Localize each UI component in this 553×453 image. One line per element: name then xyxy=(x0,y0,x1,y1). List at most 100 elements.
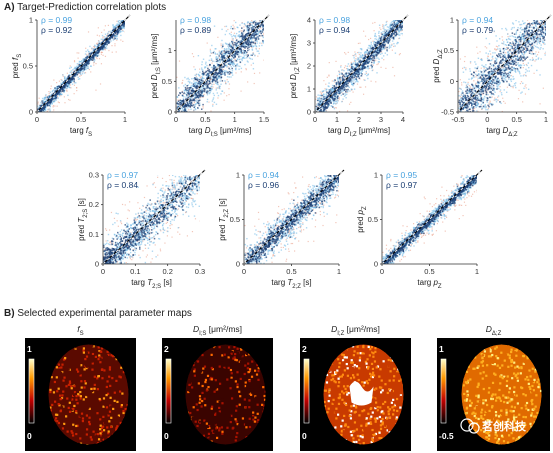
section-a-label: A) xyxy=(4,2,15,13)
identity-line-dash xyxy=(457,14,552,113)
x-tick-label: 0.3 xyxy=(195,267,205,276)
rho-dark: ρ = 0.84 xyxy=(107,180,138,190)
parameter-map-1: fS 1 0 xyxy=(25,324,136,451)
identity-line-dash xyxy=(36,14,131,113)
colorbar xyxy=(440,358,447,424)
section-b-text: Selected experimental parameter maps xyxy=(17,308,192,319)
y-tick-label: 0 xyxy=(450,77,454,86)
x-tick-label: 0 xyxy=(380,267,384,276)
x-tick-label: 0.5 xyxy=(76,115,86,124)
x-tick-label: 1 xyxy=(475,267,479,276)
x-tick-label: 2 xyxy=(357,115,361,124)
x-axis-label: targ T2;Z [s] xyxy=(271,278,311,290)
y-tick-label: 1 xyxy=(450,16,454,25)
colorbar-min: 0 xyxy=(302,431,307,441)
scatter-points xyxy=(244,175,339,264)
identity-line-dash xyxy=(243,169,345,265)
identity-line-dash xyxy=(381,169,483,265)
scatter-panel-7: 0 0.5 1 0 0.5 1 ρ = 0.95ρ = 0.97 targ pZ pred pZ xyxy=(356,169,483,290)
colorbar-max: 1 xyxy=(27,344,32,354)
x-tick-label: 0 xyxy=(101,267,105,276)
x-tick-label: 1 xyxy=(544,115,548,124)
rho-light: ρ = 0.99 xyxy=(41,15,72,25)
y-axis-label: pred DI;S [μm²/ms] xyxy=(150,34,162,99)
x-tick-label: 0 xyxy=(174,115,178,124)
parameter-map-2: DI;S [μm²/ms] 2 0 xyxy=(162,324,273,451)
map-title: fS xyxy=(77,324,83,337)
scatter-panel-1: 0 0.5 1 0 0.5 1 ρ = 0.99ρ = 0.92 targ fS pred fS xyxy=(11,14,131,138)
section-b-title: B) Selected experimental parameter maps xyxy=(4,308,192,319)
rho-dark: ρ = 0.94 xyxy=(319,25,350,35)
rho-light: ρ = 0.97 xyxy=(107,170,138,180)
brain-slice xyxy=(185,344,266,445)
watermark-text: 茗创科技 xyxy=(482,419,527,433)
colorbar-min: 0 xyxy=(27,431,32,441)
colorbar xyxy=(165,358,172,424)
y-tick-label: 0.5 xyxy=(162,77,172,86)
y-axis-label: pred fS xyxy=(11,54,23,78)
rho-dark: ρ = 0.92 xyxy=(41,25,72,35)
wechat-icon xyxy=(460,418,474,432)
y-tick-label: 0.1 xyxy=(89,230,99,239)
x-tick-label: 0.2 xyxy=(162,267,172,276)
scatter-panel-5: 0 0.1 0.2 0.3 0 0.1 0.2 0.3 ρ = 0.97ρ = 0.84 targ… xyxy=(77,169,206,290)
x-tick-label: 0 xyxy=(242,267,246,276)
rho-light: ρ = 0.94 xyxy=(462,15,493,25)
x-tick-label: 1.5 xyxy=(259,115,269,124)
rho-light: ρ = 0.94 xyxy=(248,170,279,180)
map-title: DΔ;Z xyxy=(486,324,502,337)
y-tick-label: 0.5 xyxy=(444,46,454,55)
x-tick-label: 4 xyxy=(401,115,405,124)
x-tick-label: -0.5 xyxy=(452,115,465,124)
map-title: DI;Z [μm²/ms] xyxy=(331,324,380,337)
y-tick-label: 0.3 xyxy=(89,171,99,180)
y-tick-label: 0.5 xyxy=(230,215,240,224)
x-axis-label: targ fS xyxy=(70,126,92,138)
rho-dark: ρ = 0.79 xyxy=(462,25,493,35)
colorbar-min: 0 xyxy=(164,431,169,441)
y-tick-label: -0.5 xyxy=(441,108,454,117)
x-tick-label: 3 xyxy=(379,115,383,124)
section-a-text: Target-Prediction correlation plots xyxy=(17,2,167,13)
y-axis-label: pred DΔ;Z xyxy=(432,49,444,83)
x-tick-label: 0.5 xyxy=(511,115,521,124)
watermark: 茗创科技 xyxy=(460,418,527,434)
colorbar-max: 1 xyxy=(439,344,444,354)
rho-light: ρ = 0.98 xyxy=(180,15,211,25)
y-tick-label: 0 xyxy=(236,260,240,269)
x-axis-label: targ DI;Z [μm²/ms] xyxy=(328,126,390,138)
y-axis-label: pred T2;S [s] xyxy=(77,198,89,241)
x-axis-label: targ DI;S [μm²/ms] xyxy=(189,126,252,138)
y-tick-label: 1 xyxy=(374,171,378,180)
identity-line-dash xyxy=(102,169,206,265)
brain-slice xyxy=(48,344,129,445)
rho-dark: ρ = 0.89 xyxy=(180,25,211,35)
y-tick-label: 2 xyxy=(307,62,311,71)
x-axis-label: targ pZ xyxy=(417,278,441,290)
scatter-points xyxy=(458,20,546,112)
colorbar xyxy=(28,358,35,424)
colorbar-max: 2 xyxy=(164,344,169,354)
x-tick-label: 0.1 xyxy=(130,267,140,276)
colorbar-max: 2 xyxy=(302,344,307,354)
x-tick-label: 1 xyxy=(123,115,127,124)
parameter-map-4: DΔ;Z 1 -0.5 xyxy=(437,324,550,451)
y-tick-label: 0.2 xyxy=(89,200,99,209)
y-tick-label: 1 xyxy=(307,85,311,94)
y-tick-label: 0 xyxy=(307,108,311,117)
x-tick-label: 0.5 xyxy=(200,115,210,124)
y-tick-label: 1 xyxy=(168,46,172,55)
x-tick-label: 0 xyxy=(35,115,39,124)
y-tick-label: 4 xyxy=(307,16,311,25)
identity-line-dash xyxy=(314,14,409,113)
y-axis-label: pred pZ xyxy=(356,206,368,233)
y-tick-label: 1 xyxy=(236,171,240,180)
rho-dark: ρ = 0.97 xyxy=(386,180,417,190)
x-tick-label: 0 xyxy=(485,115,489,124)
y-tick-label: 0 xyxy=(168,108,172,117)
y-tick-label: 0 xyxy=(374,260,378,269)
section-a-title: A) Target-Prediction correlation plots xyxy=(4,2,166,13)
x-axis-label: targ DΔ;Z xyxy=(486,126,517,138)
section-b-label: B) xyxy=(4,308,15,319)
